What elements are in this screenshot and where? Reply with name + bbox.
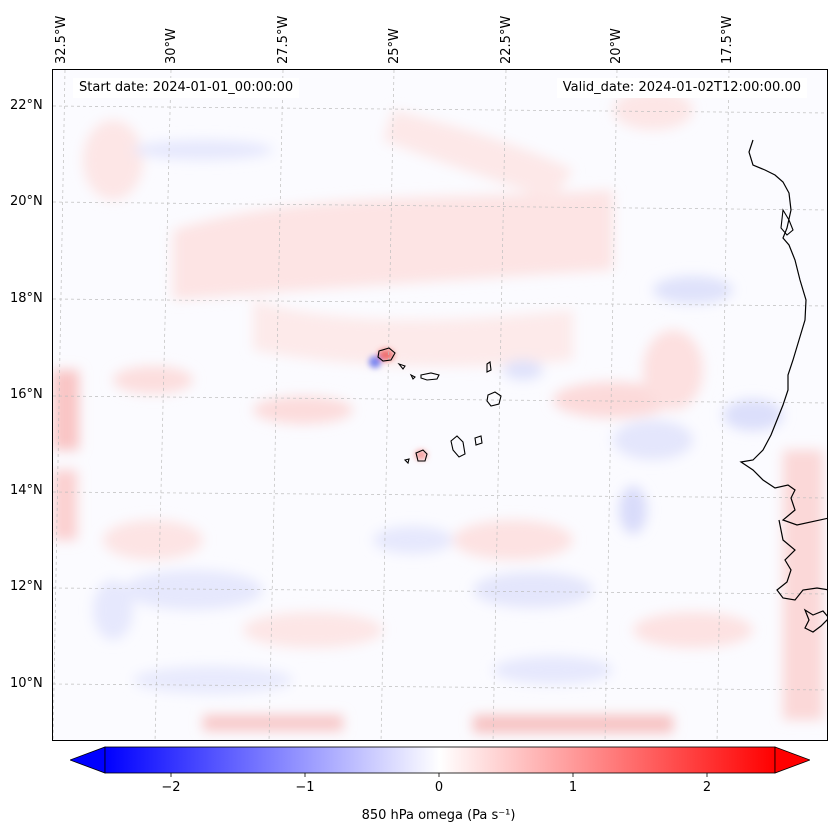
colorbar-tick-1: 1 (568, 780, 578, 795)
colorbar-tick-marks (170, 773, 708, 777)
lon-label-27-5w: 27.5°W (276, 15, 291, 64)
lon-label-30w: 30°W (164, 28, 179, 64)
lat-label-22n: 22°N (10, 98, 43, 113)
lon-label-20w: 20°W (609, 28, 624, 64)
lon-label-25w: 25°W (387, 28, 402, 64)
lat-label-18n: 18°N (10, 291, 43, 306)
lat-label-16n: 16°N (10, 387, 43, 402)
colorbar-tick-2: 2 (702, 780, 712, 795)
island-santo-antao (377, 347, 396, 362)
island-fogo (415, 449, 428, 462)
lat-label-10n: 10°N (10, 676, 43, 691)
island-maio (474, 435, 483, 446)
cape-verde-islands (377, 347, 502, 465)
island-sal (486, 361, 492, 373)
lon-label-17-5w: 17.5°W (720, 15, 735, 64)
lat-label-20n: 20°N (10, 194, 43, 209)
colorbar-tick-neg1: −1 (295, 780, 315, 795)
colorbar-label: 850 hPa omega (Pa s⁻¹) (361, 808, 516, 823)
colorbar-tick-0: 0 (434, 780, 444, 795)
lon-label-22-5w: 22.5°W (499, 15, 514, 64)
coastline-inlet (780, 208, 794, 236)
coastline-bijagos (803, 608, 827, 633)
island-boa-vista (486, 391, 502, 407)
map-panel[interactable]: Start date: 2024-01-01_00:00:00 Valid_da… (52, 69, 828, 741)
colorbar-gradient (104, 746, 776, 774)
colorbar (70, 746, 810, 777)
lon-label-32-5w: 32.5°W (54, 15, 69, 64)
island-santa-luzia (409, 373, 416, 380)
coastline-guinea-bissau (776, 519, 827, 601)
omega-shading (53, 90, 823, 733)
island-sao-vicente (397, 362, 406, 370)
colorbar-tick-neg2: −2 (161, 780, 181, 795)
coastline-mauritania-senegal (739, 139, 827, 526)
lat-label-12n: 12°N (10, 579, 43, 594)
colorbar-extend-high (774, 746, 810, 774)
island-signals (369, 349, 427, 460)
omega-field-map (53, 70, 827, 740)
colorbar-extend-low (70, 746, 106, 774)
valid-date-label: Valid_date: 2024-01-02T12:00:00.00 (556, 78, 807, 98)
start-date-label: Start date: 2024-01-01_00:00:00 (73, 78, 300, 98)
island-santiago (450, 435, 466, 458)
island-brava (403, 458, 410, 465)
island-sao-nicolau (420, 372, 440, 381)
lat-label-14n: 14°N (10, 483, 43, 498)
graticule (53, 70, 827, 740)
